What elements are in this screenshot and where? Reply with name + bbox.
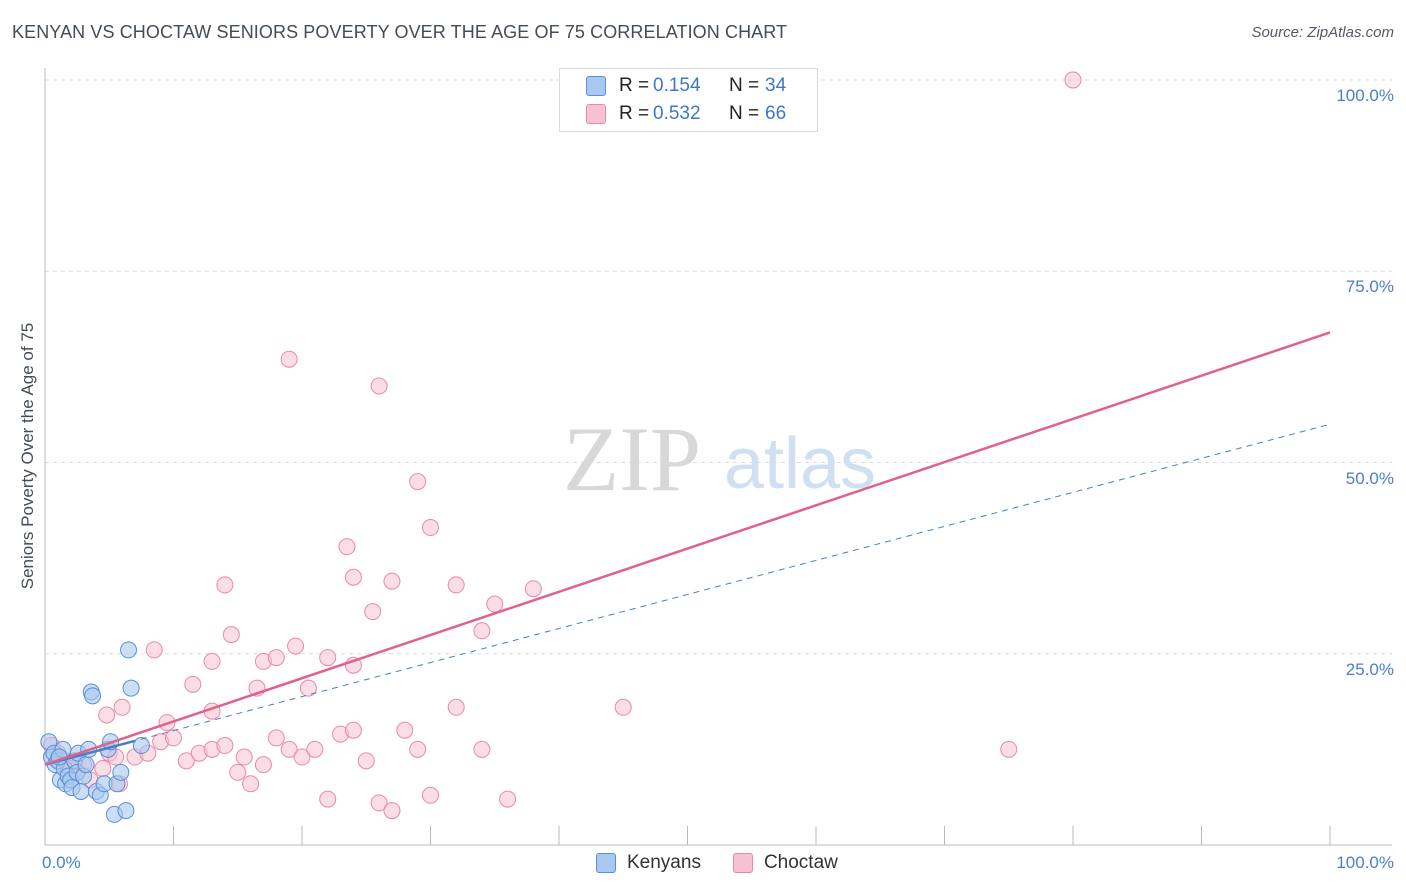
legend-item-choctaw[interactable]: Choctaw [732,852,838,874]
choctaw-point [145,641,163,659]
legend-row-choctaw: R = 0.532 N = 66 [586,103,786,125]
choctaw-point [364,603,382,621]
choctaw-point [222,626,240,644]
x-tick-max: 100.0% [1336,853,1394,872]
kenyan-point [84,687,102,705]
choctaw-point [499,790,517,808]
r-value: 0.154 [653,75,701,96]
choctaw-point [254,756,272,774]
kenyans-swatch [596,853,616,873]
choctaw-point [473,622,491,640]
choctaw-point [422,786,439,804]
watermark-zip: ZIP [563,408,701,510]
choctaw-point [614,698,632,716]
choctaw-point [383,802,401,820]
kenyan-point [122,679,140,697]
choctaw-point [280,350,298,368]
choctaw-point [473,740,491,758]
choctaw-point [267,649,285,667]
choctaw-point [447,698,465,716]
choctaw-swatch [586,104,606,124]
r-label: R = [619,75,650,96]
n-label: N = [729,75,760,96]
kenyan-points [40,641,150,823]
legend-row-kenyans: R = 0.154 N = 34 [586,75,786,97]
choctaw-swatch [732,853,753,873]
choctaw-point [299,679,317,697]
choctaw-point [280,740,298,758]
kenyans-trend-dashed [44,423,1331,766]
choctaw-point [235,748,253,766]
y-tick-50: 50.0% [1345,468,1394,488]
series-legend: Kenyans Choctaw [596,852,870,874]
choctaw-point [177,752,195,770]
choctaw-point [370,794,388,812]
axes [44,68,1392,846]
kenyan-point [112,763,130,781]
kenyan-point [117,802,135,820]
choctaw-point [203,652,221,670]
choctaw-point [486,595,504,613]
choctaw-point [165,729,182,747]
choctaw-point [422,519,439,537]
n-label: N = [729,103,760,124]
kenyans-swatch [586,76,606,96]
choctaw-point [338,538,356,556]
choctaw-point [293,748,311,766]
kenyan-point [72,782,90,800]
y-tick-100: 100.0% [1336,86,1394,105]
chart-title: KENYAN VS CHOCTAW SENIORS POVERTY OVER T… [12,22,788,42]
legend-item-kenyans[interactable]: Kenyans [596,852,701,874]
choctaw-point [229,763,247,781]
legend-label-choctaw: Choctaw [763,852,838,873]
kenyan-point [77,756,95,774]
kenyan-point [132,737,150,755]
r-label: R = [619,103,650,124]
choctaw-point [267,729,285,747]
choctaw-point [409,740,427,758]
choctaw-point [357,752,375,770]
kenyan-point [120,641,138,659]
choctaw-point [370,377,388,395]
choctaw-trend-line [44,331,1331,766]
choctaw-points [42,71,1082,820]
choctaw-point [1000,740,1018,758]
choctaw-point [524,580,542,598]
trend-lines [44,331,1331,766]
correlation-legend: R = 0.154 N = 34 R = 0.532 N = 66 [559,68,818,132]
choctaw-point [409,473,427,491]
zipatlas-watermark: ZIP atlas [563,408,876,510]
watermark-atlas: atlas [724,424,876,504]
choctaw-point [319,649,337,667]
choctaw-point [94,760,112,777]
choctaw-point [1064,71,1082,89]
choctaw-point [242,775,260,793]
legend-label-kenyans: Kenyans [627,852,701,873]
n-value: 34 [765,75,787,96]
choctaw-point [113,698,131,716]
source-credit: Source: ZipAtlas.com [1251,24,1394,41]
y-tick-25: 25.0% [1345,659,1394,679]
choctaw-point [306,740,324,758]
x-tick-min: 0.0% [42,853,81,872]
choctaw-point [216,737,234,755]
choctaw-point [287,637,305,655]
choctaw-point [98,706,116,724]
choctaw-point [447,576,465,594]
choctaw-point [344,568,362,586]
n-value: 66 [765,103,787,124]
choctaw-point [344,721,362,739]
choctaw-point [319,790,337,808]
y-tick-75: 75.0% [1345,277,1394,297]
choctaw-point [184,675,202,693]
r-value: 0.532 [653,103,701,124]
choctaw-point [383,572,401,590]
choctaw-point [216,576,234,594]
choctaw-point [396,721,414,739]
grid-lines [45,79,1392,655]
